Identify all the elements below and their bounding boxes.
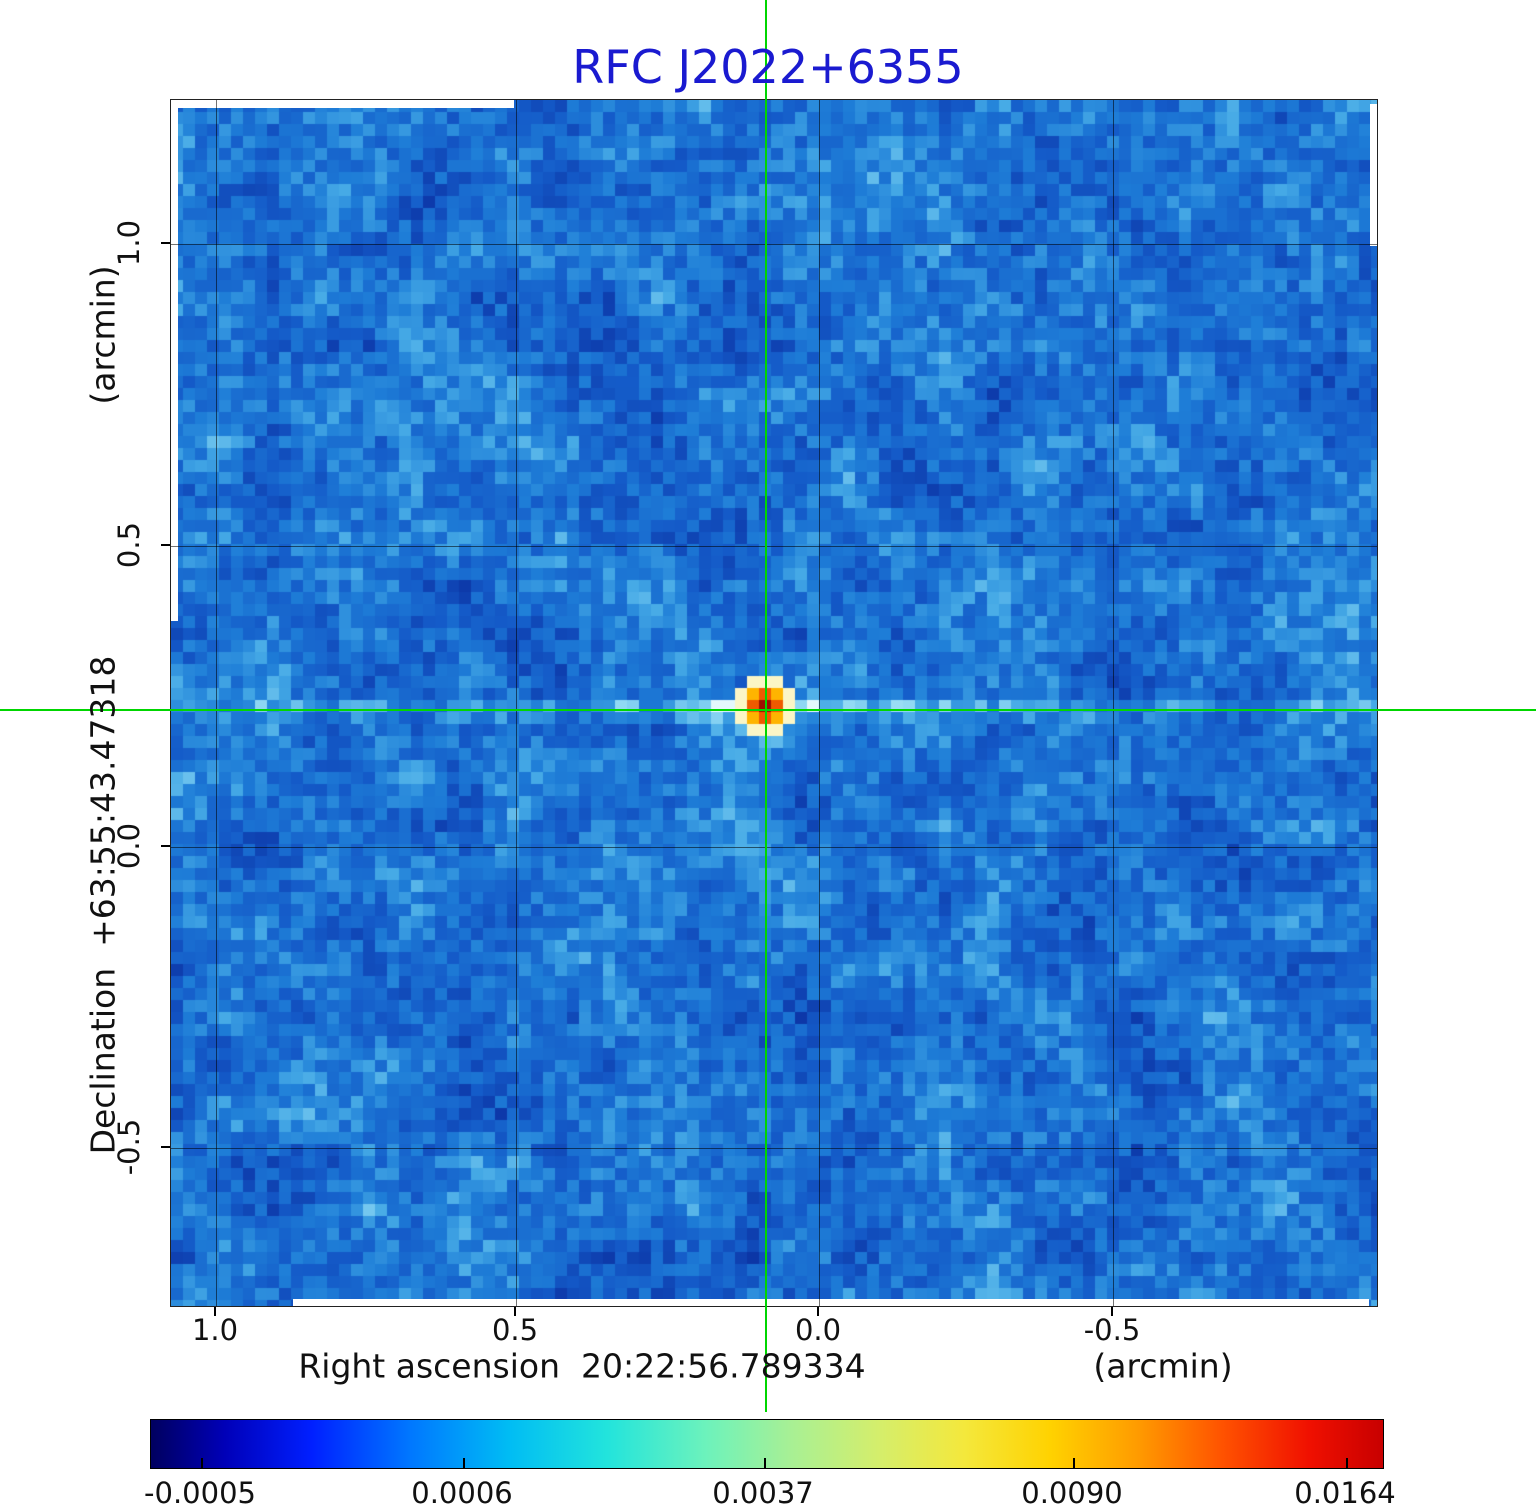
- crosshair-vertical-line: [765, 0, 767, 1412]
- gridline-vertical: [216, 100, 217, 1306]
- y-axis-unit-label: (arcmin): [83, 265, 123, 405]
- y-tick-label: 0.0: [112, 822, 146, 870]
- colorbar-tick-label: 0.0090: [1021, 1476, 1123, 1510]
- gridline-vertical: [1113, 100, 1114, 1306]
- y-axis-tick: [161, 544, 170, 546]
- gridline-horizontal: [171, 847, 1377, 848]
- gridline-vertical: [819, 100, 820, 1306]
- x-axis-tick: [1111, 1307, 1113, 1316]
- colorbar-tick-label: 0.0164: [1294, 1476, 1396, 1510]
- x-axis-tick: [817, 1307, 819, 1316]
- x-tick-label: 0.0: [794, 1313, 842, 1347]
- colorbar-tick-label: 0.0006: [411, 1476, 513, 1510]
- gridline-horizontal: [171, 546, 1377, 547]
- image-edge-gap-right: [1370, 104, 1377, 246]
- colorbar-tick-label: 0.0037: [712, 1476, 814, 1510]
- colorbar-tick-mark: [201, 1458, 203, 1468]
- image-edge-gap-top: [171, 100, 514, 108]
- colorbar: [150, 1419, 1384, 1469]
- colorbar-tick-mark: [1346, 1458, 1348, 1468]
- x-axis-unit-label: (arcmin): [1093, 1346, 1233, 1386]
- y-axis-tick: [161, 845, 170, 847]
- y-tick-label: 0.5: [112, 521, 146, 569]
- y-tick-label: 1.0: [112, 219, 146, 267]
- crosshair-horizontal-line: [0, 709, 1536, 711]
- image-plot: [170, 99, 1378, 1307]
- plot-title: RFC J2022+6355: [572, 40, 964, 94]
- image-edge-gap-left: [171, 100, 178, 621]
- x-tick-label: 1.0: [191, 1313, 239, 1347]
- y-tick-label: -0.5: [112, 1118, 146, 1176]
- y-axis-title: Declination +63:55:43.47318: [83, 655, 123, 1155]
- x-tick-label: -0.5: [1083, 1313, 1141, 1347]
- y-axis-tick: [161, 1146, 170, 1148]
- x-axis-title: Right ascension 20:22:56.789334: [298, 1346, 866, 1386]
- colorbar-tick-mark: [463, 1458, 465, 1468]
- image-edge-gap-bottom: [293, 1299, 1369, 1306]
- colorbar-tick-mark: [764, 1458, 766, 1468]
- gridline-horizontal: [171, 244, 1377, 245]
- gridline-vertical: [516, 100, 517, 1306]
- x-tick-label: 0.5: [491, 1313, 539, 1347]
- x-axis-tick: [514, 1307, 516, 1316]
- colorbar-tick-label: -0.0005: [144, 1476, 256, 1510]
- colorbar-tick-mark: [1073, 1458, 1075, 1468]
- y-axis-tick: [161, 242, 170, 244]
- gridline-horizontal: [171, 1148, 1377, 1149]
- sky-image: [171, 100, 1377, 1306]
- x-axis-tick: [214, 1307, 216, 1316]
